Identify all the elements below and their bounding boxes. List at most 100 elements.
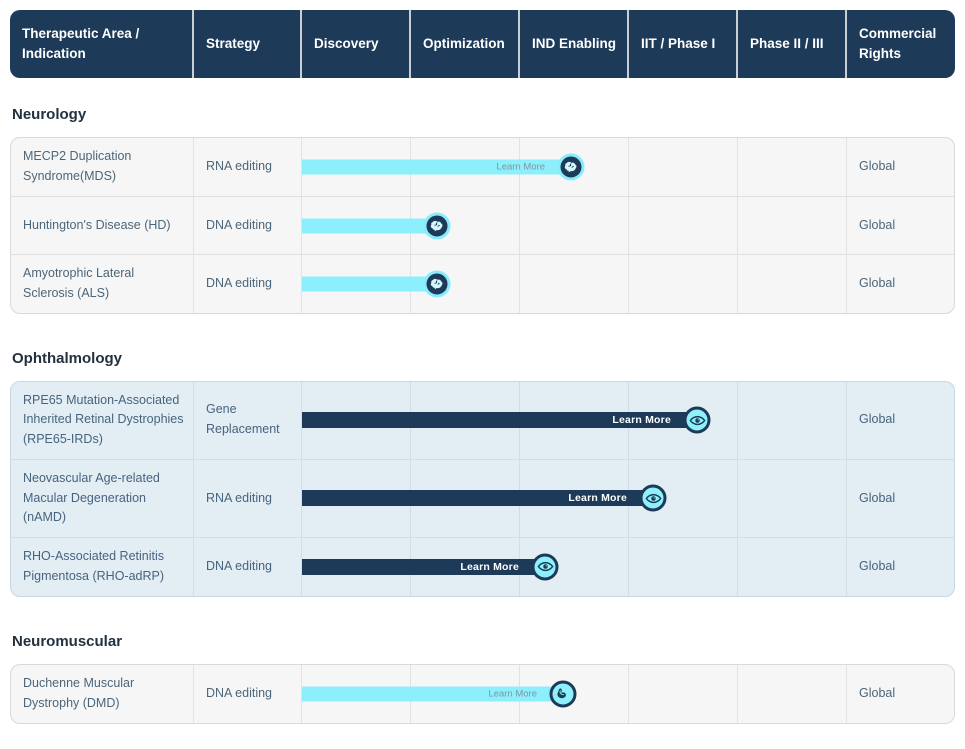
phase-cell-iit-phase1 [628,197,737,254]
indication-cell: Neovascular Age-related Macular Degenera… [11,460,193,537]
strategy-text: DNA editing [206,217,273,232]
phase-cell-phase2-3 [737,255,846,313]
learn-more-link[interactable]: Learn More [488,688,537,699]
strategy-cell: RNA editing [193,138,301,196]
section-title-ophthalmology: Ophthalmology [12,349,122,367]
strategy-text: Gene Replacement [206,402,280,437]
indication-text: MECP2 Duplication Syndrome(MDS) [23,149,132,183]
learn-more-link[interactable]: Learn More [612,414,671,427]
muscle-icon[interactable] [549,680,577,707]
indication-text: Huntington's Disease (HD) [23,217,171,232]
neurology-table: MECP2 Duplication Syndrome(MDS) RNA edit… [10,137,955,314]
strategy-cell: DNA editing [193,664,301,723]
phase-cell-ind-enabling [519,255,628,313]
commercial-rights-cell: Global [846,138,954,196]
strategy-cell: DNA editing [193,255,301,313]
phase-cell-phase2-3 [737,197,846,254]
brain-icon[interactable] [557,153,585,181]
column-header-strategy: Strategy [192,10,300,78]
eye-icon[interactable] [639,484,667,512]
brain-icon[interactable] [423,270,451,298]
table-row-dmd: Duchenne Muscular Dystrophy (DMD) DNA ed… [11,664,954,723]
rights-text: Global [859,412,896,427]
table-row-rho: RHO-Associated Retinitis Pigmentosa (RHO… [11,537,954,596]
indication-cell: RHO-Associated Retinitis Pigmentosa (RHO… [11,538,193,596]
neuromuscular-table: Duchenne Muscular Dystrophy (DMD) DNA ed… [10,663,955,724]
phase-cell-iit-phase1 [628,255,737,313]
strategy-text: DNA editing [206,275,273,290]
section-title-neuromuscular: Neuromuscular [12,632,123,650]
phase-cell-ind-enabling [519,197,628,254]
phase-cell-optimization [410,459,519,537]
table-row-als: Amyotrophic Lateral Sclerosis (ALS) DNA … [11,254,954,313]
commercial-rights-cell: Global [846,459,954,537]
strategy-text: DNA editing [206,685,273,700]
commercial-rights-cell: Global [846,197,954,254]
phase-cell-phase2-3 [737,459,846,537]
indication-cell: Duchenne Muscular Dystrophy (DMD) [11,665,193,723]
indication-text: RHO-Associated Retinitis Pigmentosa (RHO… [23,549,165,583]
indication-cell: MECP2 Duplication Syndrome(MDS) [11,138,193,196]
indication-cell: Amyotrophic Lateral Sclerosis (ALS) [11,255,193,313]
column-header-optimization: Optimization [409,10,518,78]
table-row-namd: Neovascular Age-related Macular Degenera… [11,458,954,537]
learn-more-link[interactable]: Learn More [496,161,545,173]
strategy-text: RNA editing [206,490,273,505]
commercial-rights-cell: Global [846,255,954,313]
indication-text: Neovascular Age-related Macular Degenera… [23,470,160,525]
commercial-rights-cell: Global [846,664,954,723]
phase-cell-discovery [301,459,410,537]
strategy-cell: DNA editing [193,538,301,596]
rights-text: Global [859,217,896,232]
rights-text: Global [859,685,896,700]
column-header-phase2-3: Phase II / III [736,10,845,78]
brain-icon[interactable] [423,212,451,239]
indication-text: Duchenne Muscular Dystrophy (DMD) [23,675,135,710]
eye-icon[interactable] [531,553,559,581]
eye-icon[interactable] [683,406,711,434]
indication-cell: Huntington's Disease (HD) [11,197,193,254]
phase-cell-phase2-3 [737,381,846,459]
commercial-rights-cell: Global [846,381,954,459]
indication-cell: RPE65 Mutation-Associated Inherited Reti… [11,382,193,459]
strategy-text: DNA editing [206,558,273,573]
column-header-therapeutic-area: Therapeutic Area / Indication [10,10,192,78]
phase-cell-discovery [301,255,410,313]
phase-cell-discovery [301,538,410,596]
learn-more-link[interactable]: Learn More [568,492,627,505]
column-header-commercial-rights: Commercial Rights [845,10,955,78]
phase-cell-discovery [301,381,410,459]
strategy-text: RNA editing [206,159,273,174]
phase-cell-iit-phase1 [628,538,737,596]
strategy-cell: RNA editing [193,459,301,537]
section-title-neurology: Neurology [12,106,87,123]
phase-cell-phase2-3 [737,138,846,196]
rights-text: Global [859,159,896,174]
learn-more-link[interactable]: Learn More [460,560,519,573]
rights-text: Global [859,558,896,573]
phase-cell-phase2-3 [737,664,846,723]
strategy-cell: DNA editing [193,197,301,254]
phase-cell-discovery [301,197,410,254]
phase-cell-discovery [301,138,410,196]
indication-text: Amyotrophic Lateral Sclerosis (ALS) [23,266,135,300]
phase-cell-iit-phase1 [628,138,737,196]
rights-text: Global [859,490,896,505]
table-row-rpe65: RPE65 Mutation-Associated Inherited Reti… [11,381,954,459]
strategy-cell: Gene Replacement [193,381,301,459]
column-header-ind-enabling: IND Enabling [518,10,627,78]
commercial-rights-cell: Global [846,538,954,596]
column-header-iit-phase1: IIT / Phase I [627,10,736,78]
ophthalmology-table: RPE65 Mutation-Associated Inherited Reti… [10,380,955,597]
phase-cell-optimization [410,381,519,459]
indication-text: RPE65 Mutation-Associated Inherited Reti… [23,392,184,447]
table-row-hd: Huntington's Disease (HD) DNA editing Gl… [11,196,954,254]
table-row-mecp2: MECP2 Duplication Syndrome(MDS) RNA edit… [11,138,954,196]
column-header-discovery: Discovery [300,10,409,78]
phase-cell-discovery [301,664,410,723]
phase-cell-iit-phase1 [628,664,737,723]
rights-text: Global [859,275,896,290]
phase-cell-phase2-3 [737,538,846,596]
pipeline-header-row: Therapeutic Area / Indication Strategy D… [10,10,955,78]
